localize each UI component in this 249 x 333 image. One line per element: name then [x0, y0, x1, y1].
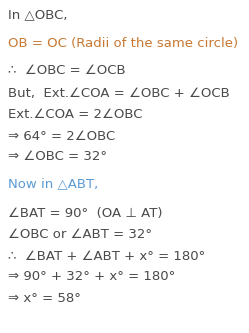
Text: ⇒ ∠OBC = 32°: ⇒ ∠OBC = 32°	[8, 151, 107, 164]
Text: ∠OBC or ∠ABT = 32°: ∠OBC or ∠ABT = 32°	[8, 228, 152, 241]
Text: Ext.∠COA = 2∠OBC: Ext.∠COA = 2∠OBC	[8, 109, 142, 122]
Text: But,  Ext.∠COA = ∠OBC + ∠OCB: But, Ext.∠COA = ∠OBC + ∠OCB	[8, 87, 230, 100]
Text: Now in △ABT,: Now in △ABT,	[8, 177, 98, 190]
Text: ⇒ x° = 58°: ⇒ x° = 58°	[8, 291, 81, 304]
Text: ⇒ 90° + 32° + x° = 180°: ⇒ 90° + 32° + x° = 180°	[8, 270, 175, 283]
Text: In △OBC,: In △OBC,	[8, 9, 67, 22]
Text: ∴  ∠OBC = ∠OCB: ∴ ∠OBC = ∠OCB	[8, 64, 126, 77]
Text: OB = OC (Radii of the same circle): OB = OC (Radii of the same circle)	[8, 37, 238, 50]
Text: ⇒ 64° = 2∠OBC: ⇒ 64° = 2∠OBC	[8, 130, 115, 143]
Text: ∠BAT = 90°  (OA ⊥ AT): ∠BAT = 90° (OA ⊥ AT)	[8, 207, 163, 220]
Text: ∴  ∠BAT + ∠ABT + x° = 180°: ∴ ∠BAT + ∠ABT + x° = 180°	[8, 249, 205, 262]
